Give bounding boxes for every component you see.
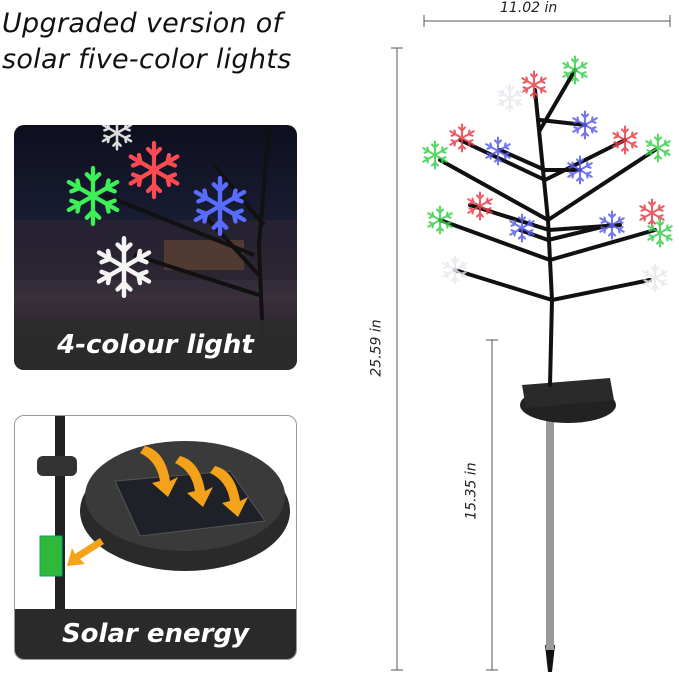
tree-snowflakes <box>422 55 673 293</box>
stake-height-dimension-label: 15.35 in <box>463 462 480 520</box>
battery-icon <box>39 535 63 577</box>
white-snowflake-icon <box>642 263 668 293</box>
panel-label: 4-colour light <box>14 320 297 370</box>
red-snowflake-icon <box>449 123 475 153</box>
solar-panel-closeup <box>37 416 290 616</box>
blue-snowflake-icon <box>572 110 598 140</box>
headline-line-2: solar five-color lights <box>2 44 292 75</box>
light-tree <box>422 55 673 672</box>
width-dimension-label: 11.02 in <box>500 0 558 16</box>
green-snowflake-icon <box>422 140 448 170</box>
total-height-dimension-label: 25.59 in <box>368 319 385 377</box>
green-snowflake-icon <box>645 133 671 163</box>
white-snowflake-icon <box>497 83 523 113</box>
red-snowflake-icon <box>612 125 638 155</box>
blue-snowflake-icon <box>485 136 511 166</box>
green-snowflake-icon <box>562 55 588 85</box>
red-snowflake-icon <box>521 70 547 100</box>
blue-snowflake-icon <box>567 155 593 185</box>
green-snowflake-icon <box>647 218 673 248</box>
white-snowflake-icon <box>442 255 468 285</box>
blue-snowflake-icon <box>599 210 625 240</box>
red-snowflake-icon <box>131 143 178 197</box>
night-lights-photo <box>14 125 297 370</box>
sun-arrow-icons <box>67 446 248 566</box>
green-snowflake-icon <box>427 205 453 235</box>
blue-snowflake-icon <box>509 213 535 243</box>
solar-energy-panel: Solar energy <box>14 415 297 660</box>
headline-line-1: Upgraded version of <box>2 8 283 39</box>
panel-label: Solar energy <box>15 609 296 659</box>
headline: Upgraded version of solar five-color lig… <box>2 6 292 78</box>
four-colour-light-panel: 4-colour light <box>14 125 297 370</box>
red-snowflake-icon <box>639 198 665 228</box>
white-snowflake-icon <box>101 125 133 151</box>
red-snowflake-icon <box>467 191 493 221</box>
